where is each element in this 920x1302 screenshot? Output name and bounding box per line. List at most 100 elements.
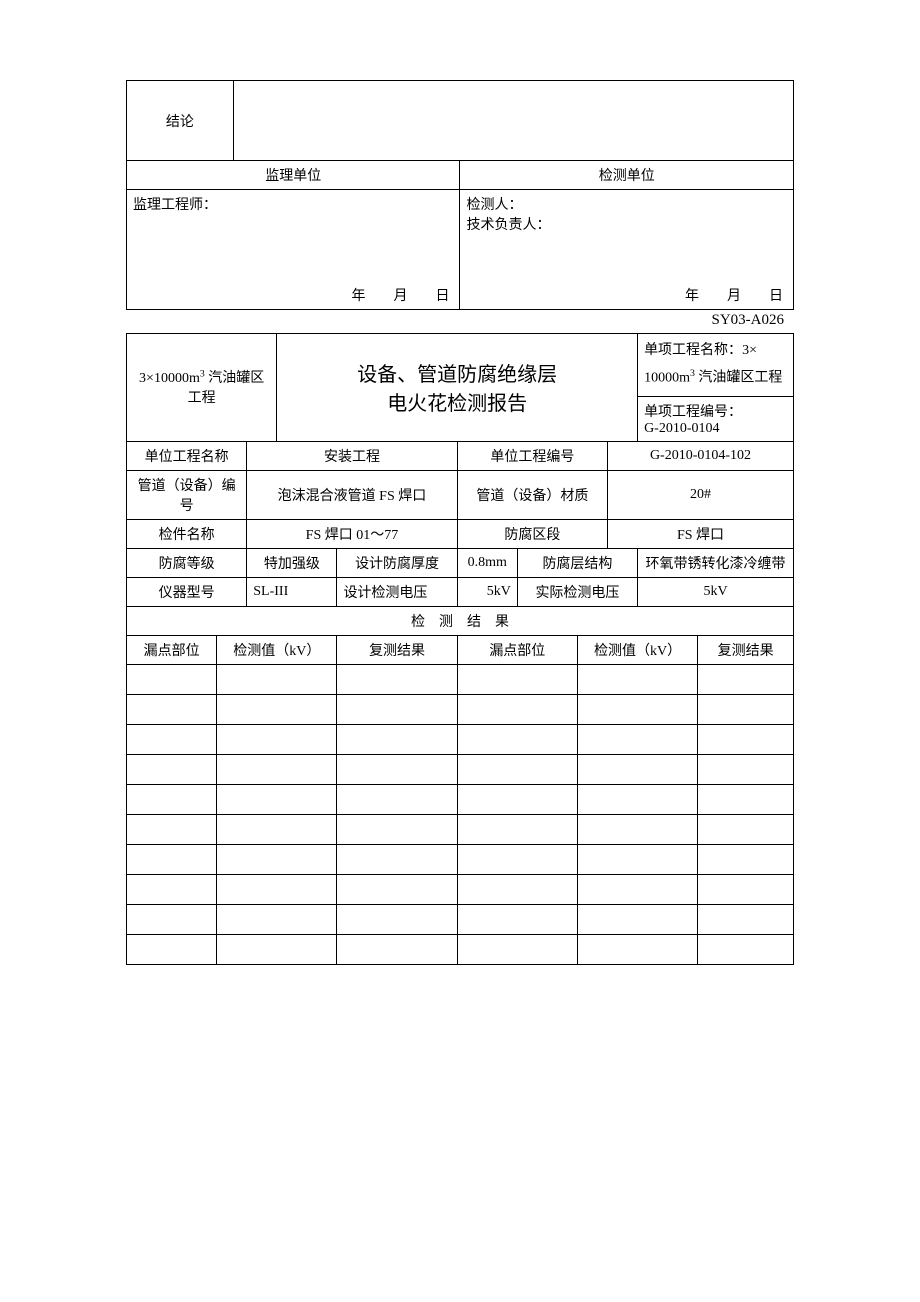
- result-cell: [457, 814, 577, 844]
- result-cell: [127, 724, 217, 754]
- pipe-mat-label: 管道（设备）材质: [457, 470, 607, 519]
- grade-value: 特加强级: [247, 548, 337, 577]
- result-cell: [577, 934, 697, 964]
- result-cell: [217, 844, 337, 874]
- struct-value: 环氧带锈转化漆冷缠带: [638, 548, 794, 577]
- result-cell: [577, 754, 697, 784]
- result-cell: [337, 754, 457, 784]
- thickness-label: 设计防腐厚度: [337, 548, 457, 577]
- result-row: [127, 664, 794, 694]
- result-cell: [217, 934, 337, 964]
- result-cell: [217, 724, 337, 754]
- result-cell: [698, 694, 794, 724]
- tech-lead-label: 技术负责人：: [466, 214, 787, 234]
- grade-label: 防腐等级: [127, 548, 247, 577]
- jl-unit-header: 监理单位: [127, 161, 460, 190]
- result-cell: [127, 874, 217, 904]
- result-cell: [337, 784, 457, 814]
- col-leak1: 漏点部位: [127, 635, 217, 664]
- conclusion-label: 结论: [127, 81, 234, 161]
- result-row: [127, 694, 794, 724]
- section-value: FS 焊口: [608, 519, 794, 548]
- col-value2: 检测值（kV）: [577, 635, 697, 664]
- result-row: [127, 904, 794, 934]
- result-cell: [698, 814, 794, 844]
- result-cell: [457, 694, 577, 724]
- jc-date: 年 月 日: [685, 285, 783, 305]
- result-row: [127, 814, 794, 844]
- document-code: SY03-A026: [126, 310, 794, 333]
- result-cell: [217, 874, 337, 904]
- result-row: [127, 784, 794, 814]
- result-cell: [457, 664, 577, 694]
- result-cell: [698, 784, 794, 814]
- result-cell: [457, 754, 577, 784]
- result-cell: [698, 934, 794, 964]
- report-title: 设备、管道防腐绝缘层 电火花检测报告: [277, 334, 638, 442]
- result-row: [127, 874, 794, 904]
- result-cell: [457, 934, 577, 964]
- project-scope: 3×10000m3 汽油罐区工程: [127, 334, 277, 442]
- result-cell: [577, 874, 697, 904]
- jc-signature-cell: 检测人： 技术负责人： 年 月 日: [460, 190, 794, 310]
- thickness-value: 0.8mm: [457, 548, 517, 577]
- result-cell: [127, 664, 217, 694]
- result-cell: [127, 904, 217, 934]
- sub-project-no: 单项工程编号： G-2010-0104: [638, 396, 794, 441]
- section-label: 防腐区段: [457, 519, 607, 548]
- pipe-mat-value: 20#: [608, 470, 794, 519]
- device-value: SL-III: [247, 577, 337, 606]
- result-row: [127, 844, 794, 874]
- struct-label: 防腐层结构: [517, 548, 637, 577]
- jl-date: 年 月 日: [351, 285, 449, 305]
- col-leak2: 漏点部位: [457, 635, 577, 664]
- result-cell: [577, 904, 697, 934]
- result-cell: [337, 844, 457, 874]
- result-cell: [457, 844, 577, 874]
- design-v-value: 5kV: [457, 577, 517, 606]
- result-cell: [217, 784, 337, 814]
- col-retest1: 复测结果: [337, 635, 457, 664]
- pipe-no-label: 管道（设备）编号: [127, 470, 247, 519]
- result-cell: [337, 724, 457, 754]
- unit-name-value: 安装工程: [247, 441, 457, 470]
- result-cell: [337, 664, 457, 694]
- result-cell: [577, 784, 697, 814]
- result-cell: [698, 904, 794, 934]
- result-row: [127, 724, 794, 754]
- result-cell: [127, 754, 217, 784]
- unit-name-label: 单位工程名称: [127, 441, 247, 470]
- result-cell: [577, 724, 697, 754]
- result-cell: [698, 664, 794, 694]
- result-cell: [127, 844, 217, 874]
- result-cell: [577, 844, 697, 874]
- report-table: 3×10000m3 汽油罐区工程 设备、管道防腐绝缘层 电火花检测报告 单项工程…: [126, 333, 794, 965]
- result-cell: [577, 664, 697, 694]
- sub-project-name: 单项工程名称：3× 10000m3 汽油罐区工程: [638, 334, 794, 397]
- result-cell: [337, 904, 457, 934]
- result-cell: [457, 724, 577, 754]
- result-row: [127, 934, 794, 964]
- result-cell: [127, 814, 217, 844]
- result-rows-body: [127, 664, 794, 964]
- result-cell: [457, 904, 577, 934]
- jc-unit-header: 检测单位: [460, 161, 794, 190]
- result-row: [127, 754, 794, 784]
- result-cell: [217, 814, 337, 844]
- result-cell: [217, 904, 337, 934]
- result-cell: [698, 874, 794, 904]
- result-cell: [217, 754, 337, 784]
- result-cell: [698, 724, 794, 754]
- result-cell: [337, 934, 457, 964]
- jc-person-label: 检测人：: [466, 194, 787, 214]
- result-cell: [337, 814, 457, 844]
- pipe-no-value: 泡沫混合液管道 FS 焊口: [247, 470, 457, 519]
- col-retest2: 复测结果: [698, 635, 794, 664]
- part-name-label: 检件名称: [127, 519, 247, 548]
- result-columns: 漏点部位 检测值（kV） 复测结果 漏点部位 检测值（kV） 复测结果: [127, 635, 794, 664]
- jl-engineer-label: 监理工程师：: [133, 194, 453, 214]
- result-cell: [698, 844, 794, 874]
- unit-no-label: 单位工程编号: [457, 441, 607, 470]
- actual-v-label: 实际检测电压: [517, 577, 637, 606]
- result-cell: [457, 784, 577, 814]
